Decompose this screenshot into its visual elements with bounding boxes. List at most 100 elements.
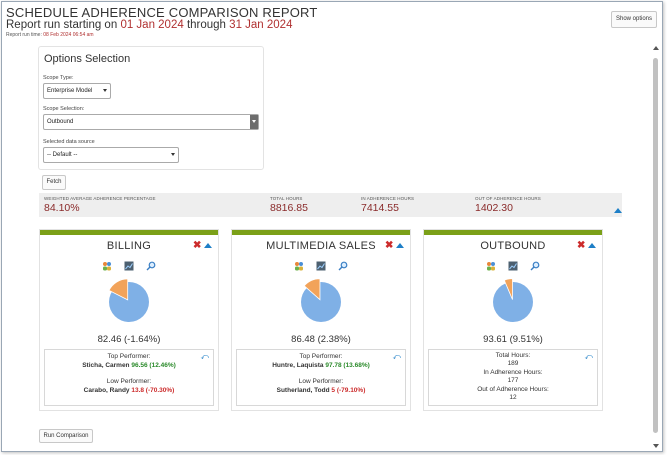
data-source-select[interactable]: -- Default -- bbox=[43, 147, 179, 163]
top-performer-name: Sticha, Carmen bbox=[82, 362, 130, 369]
card-billing: BILLING ✖ 82.46 (-1.64%) ⤺ Top Performer… bbox=[39, 229, 219, 411]
card-title: MULTIMEDIA SALES bbox=[266, 240, 376, 252]
low-performer-line: Sutherland, Todd 5 (-79.10%) bbox=[237, 387, 405, 394]
chevron-down-icon bbox=[103, 89, 107, 92]
adherence-pie-chart bbox=[108, 278, 149, 322]
subtitle-prefix: Report run starting on bbox=[6, 19, 118, 31]
scope-type-value: Enterprise Model bbox=[47, 88, 93, 94]
scroll-up-arrow-icon[interactable] bbox=[653, 46, 659, 50]
card-toolbar bbox=[424, 257, 602, 271]
chart-icon[interactable] bbox=[508, 261, 518, 271]
low-performer-line: Carabo, Randy 13.8 (-70.30%) bbox=[45, 387, 213, 394]
pie-value: 82.46 (-1.64%) bbox=[97, 334, 161, 345]
top-performer-line: Sticha, Carmen 96.56 (12.46%) bbox=[45, 362, 213, 369]
undo-icon[interactable]: ⤺ bbox=[392, 352, 401, 361]
runtime-label: Report run time: bbox=[6, 32, 42, 38]
adherence-pie-chart bbox=[493, 278, 533, 322]
card-title: OUTBOUND bbox=[480, 240, 546, 252]
low-performer-score: 5 (-79.10%) bbox=[331, 387, 366, 394]
top-performer-line: Huntre, Laquista 97.78 (13.68%) bbox=[237, 362, 405, 369]
search-icon[interactable] bbox=[530, 261, 540, 271]
weighted-value: 84.10% bbox=[44, 202, 80, 214]
close-icon[interactable]: ✖ bbox=[385, 240, 394, 251]
summary-out-adherence: OUT OF ADHERENCE HOURS 1402.30 bbox=[475, 196, 541, 214]
card-accent-bar bbox=[424, 230, 602, 235]
low-performer-label: Low Performer: bbox=[298, 378, 344, 385]
chevron-down-icon bbox=[250, 115, 258, 129]
pie-value: 86.48 (2.38%) bbox=[291, 334, 351, 345]
low-performer-name: Carabo, Randy bbox=[83, 387, 130, 394]
scroll-down-arrow-icon[interactable] bbox=[653, 444, 659, 448]
people-icon[interactable] bbox=[294, 261, 304, 271]
collapse-card-icon[interactable] bbox=[204, 243, 212, 248]
collapse-summary-icon[interactable] bbox=[614, 208, 622, 213]
scope-type-label: Scope Type: bbox=[43, 75, 74, 81]
runtime-value: 08 Feb 2024 06:54 am bbox=[43, 32, 94, 38]
fetch-button[interactable]: Fetch bbox=[42, 175, 66, 190]
scope-selection-select[interactable]: Outbound bbox=[43, 114, 259, 130]
low-performer-score: 13.8 (-70.30%) bbox=[131, 387, 175, 394]
collapse-card-icon[interactable] bbox=[396, 243, 404, 248]
in-adherence-label: In Adherence Hours: bbox=[483, 369, 543, 376]
show-options-button[interactable]: Show options bbox=[611, 11, 657, 28]
performer-detail: ⤺ Top Performer: Huntre, Laquista 97.78 … bbox=[236, 349, 406, 406]
search-icon[interactable] bbox=[338, 261, 348, 271]
pie-slice-in-adherence bbox=[493, 282, 533, 322]
card-toolbar bbox=[232, 257, 410, 271]
scroll-thumb[interactable] bbox=[653, 58, 658, 433]
low-performer-name: Sutherland, Todd bbox=[276, 387, 330, 394]
start-date: 01 Jan 2024 bbox=[120, 19, 184, 31]
end-date: 31 Jan 2024 bbox=[229, 19, 293, 31]
top-performer-label: Top Performer: bbox=[299, 353, 343, 360]
people-icon[interactable] bbox=[486, 261, 496, 271]
chevron-down-icon bbox=[171, 153, 175, 156]
out-adherence-value: 1402.30 bbox=[475, 202, 513, 214]
top-performer-name: Huntre, Laquista bbox=[272, 362, 324, 369]
out-adherence-label: Out of Adherence Hours: bbox=[477, 386, 549, 393]
search-icon[interactable] bbox=[146, 261, 156, 271]
undo-icon[interactable]: ⤺ bbox=[584, 352, 593, 361]
report-subtitle: Report run starting on 01 Jan 2024 throu… bbox=[6, 19, 292, 31]
pie-slice-out-of-adherence bbox=[108, 278, 129, 301]
top-performer-score: 96.56 (12.46%) bbox=[131, 362, 176, 369]
people-icon[interactable] bbox=[102, 261, 112, 271]
in-adherence-label: IN ADHERENCE HOURS bbox=[361, 196, 415, 201]
scope-selection-value: Outbound bbox=[47, 119, 74, 125]
summary-weighted: WEIGHTED AVERAGE ADHERENCE PERCENTAGE 84… bbox=[44, 196, 156, 214]
top-performer-score: 97.78 (13.68%) bbox=[325, 362, 370, 369]
close-icon[interactable]: ✖ bbox=[577, 240, 586, 251]
top-performer-label: Top Performer: bbox=[107, 353, 151, 360]
adherence-pie-chart bbox=[301, 278, 341, 322]
undo-icon[interactable]: ⤺ bbox=[200, 352, 209, 361]
total-hours-value: 189 bbox=[507, 360, 519, 367]
hours-detail: ⤺ Total Hours: 189 In Adherence Hours: 1… bbox=[428, 349, 598, 406]
card-accent-bar bbox=[40, 230, 218, 235]
weighted-label: WEIGHTED AVERAGE ADHERENCE PERCENTAGE bbox=[44, 196, 156, 201]
run-comparison-button[interactable]: Run Comparison bbox=[39, 429, 93, 443]
data-source-value: -- Default -- bbox=[47, 152, 78, 158]
close-icon[interactable]: ✖ bbox=[193, 240, 202, 251]
total-hours-value: 8816.85 bbox=[270, 202, 308, 214]
vertical-scrollbar[interactable] bbox=[652, 46, 660, 448]
pie-slice-out-of-adherence bbox=[503, 278, 513, 300]
total-hours-label: Total Hours: bbox=[495, 352, 531, 359]
summary-total-hours: TOTAL HOURS 8816.85 bbox=[270, 196, 308, 214]
collapse-card-icon[interactable] bbox=[588, 243, 596, 248]
summary-strip: WEIGHTED AVERAGE ADHERENCE PERCENTAGE 84… bbox=[39, 193, 622, 217]
scope-selection-label: Scope Selection: bbox=[43, 106, 85, 112]
subtitle-mid: through bbox=[186, 19, 226, 31]
report-title: SCHEDULE ADHERENCE COMPARISON REPORT bbox=[6, 5, 318, 20]
chart-icon[interactable] bbox=[316, 261, 326, 271]
scope-type-select[interactable]: Enterprise Model bbox=[43, 83, 111, 99]
low-performer-label: Low Performer: bbox=[106, 378, 152, 385]
chart-icon[interactable] bbox=[124, 261, 134, 271]
card-accent-bar bbox=[232, 230, 410, 235]
card-toolbar bbox=[40, 257, 218, 271]
out-adherence-value: 12 bbox=[509, 394, 517, 401]
pie-value: 93.61 (9.51%) bbox=[483, 334, 543, 345]
report-runtime: Report run time: 08 Feb 2024 06:54 am bbox=[6, 32, 94, 38]
options-selection-panel: Options Selection Scope Type: Enterprise… bbox=[38, 46, 264, 170]
card-outbound: OUTBOUND ✖ 93.61 (9.51%) ⤺ Total Hours: … bbox=[423, 229, 603, 411]
summary-in-adherence: IN ADHERENCE HOURS 7414.55 bbox=[361, 196, 414, 214]
